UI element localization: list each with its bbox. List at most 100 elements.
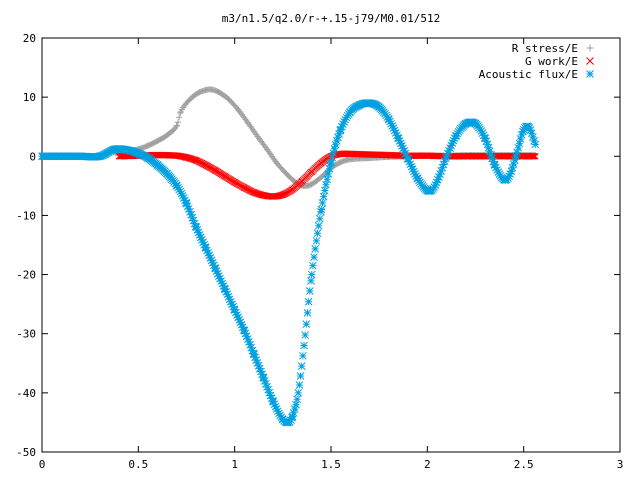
data-point — [301, 331, 310, 339]
data-point — [314, 221, 323, 230]
data-point — [205, 251, 214, 260]
data-point — [237, 320, 246, 329]
data-point — [447, 141, 456, 150]
data-point — [479, 131, 488, 140]
data-point — [233, 311, 241, 319]
data-point — [481, 134, 489, 143]
data-point — [507, 167, 516, 176]
data-point — [211, 264, 220, 273]
data-point — [529, 133, 537, 141]
data-point — [485, 147, 494, 156]
data-point — [238, 323, 247, 332]
data-point — [260, 377, 269, 385]
data-point — [294, 389, 303, 397]
data-point — [324, 170, 333, 178]
data-point — [221, 285, 229, 294]
data-point — [250, 350, 258, 359]
data-point — [448, 139, 457, 147]
x-tick-label: 1 — [231, 458, 238, 471]
data-point — [325, 164, 334, 173]
data-point — [396, 139, 405, 148]
data-point — [322, 180, 330, 189]
data-point — [259, 374, 268, 382]
data-point — [246, 340, 254, 349]
legend-label: G work/E — [525, 55, 578, 68]
data-point — [323, 175, 332, 184]
data-point — [412, 172, 421, 180]
data-point — [339, 120, 347, 129]
data-point — [398, 142, 406, 150]
data-point — [272, 405, 281, 413]
y-tick-label: -30 — [16, 328, 36, 341]
data-point — [504, 174, 512, 182]
data-point — [327, 158, 335, 167]
data-point — [514, 143, 523, 152]
data-point — [254, 361, 263, 370]
data-point — [253, 359, 262, 367]
data-point — [247, 343, 256, 352]
data-point — [293, 395, 301, 404]
data-point — [505, 172, 513, 181]
data-point — [399, 144, 407, 153]
data-point — [527, 129, 536, 138]
data-point — [328, 153, 337, 162]
data-point — [296, 372, 305, 380]
data-point — [402, 152, 411, 160]
data-point — [483, 140, 492, 149]
data-point — [494, 168, 503, 176]
data-point — [270, 400, 279, 409]
data-point — [189, 216, 198, 225]
data-point — [252, 356, 261, 364]
data-point — [508, 164, 517, 172]
data-point — [195, 231, 204, 239]
data-point — [212, 267, 221, 275]
data-point — [476, 125, 484, 134]
data-point — [313, 229, 322, 238]
data-point — [440, 157, 449, 166]
data-point — [217, 277, 226, 285]
data-point — [222, 287, 231, 296]
x-tick-label: 2.5 — [514, 458, 534, 471]
data-point — [450, 134, 459, 143]
data-point — [405, 157, 414, 166]
data-point — [394, 134, 403, 143]
legend-label: Acoustic flux/E — [479, 68, 578, 81]
data-point — [201, 244, 210, 252]
data-point — [223, 290, 232, 299]
data-point — [336, 125, 345, 134]
data-point — [438, 163, 447, 172]
data-point — [225, 295, 234, 304]
data-point — [436, 170, 444, 178]
data-point — [258, 370, 266, 379]
data-point — [406, 160, 415, 169]
x-tick-label: 3 — [617, 458, 624, 471]
data-point — [305, 287, 314, 295]
data-point — [266, 391, 275, 400]
data-point — [525, 124, 534, 132]
data-point — [332, 137, 341, 145]
data-point — [182, 199, 191, 208]
data-point — [531, 140, 540, 149]
y-tick-label: -20 — [16, 269, 36, 282]
series-layer — [38, 86, 540, 427]
data-point — [439, 160, 448, 169]
data-point — [452, 131, 461, 140]
data-point — [207, 256, 216, 265]
data-point — [330, 144, 339, 153]
data-point — [435, 173, 443, 181]
data-point — [317, 205, 326, 214]
data-point — [198, 235, 206, 244]
data-point — [171, 126, 178, 133]
data-point — [389, 124, 398, 133]
data-point — [334, 133, 342, 142]
y-tick-label: 20 — [23, 32, 36, 45]
data-point — [235, 315, 244, 324]
data-point — [310, 253, 318, 261]
data-point — [228, 300, 236, 309]
data-point — [530, 136, 538, 145]
data-point — [206, 254, 215, 262]
data-point — [275, 409, 283, 418]
chart-title: m3/n1.5/q2.0/r-+.15-j79/M0.01/512 — [222, 12, 441, 25]
